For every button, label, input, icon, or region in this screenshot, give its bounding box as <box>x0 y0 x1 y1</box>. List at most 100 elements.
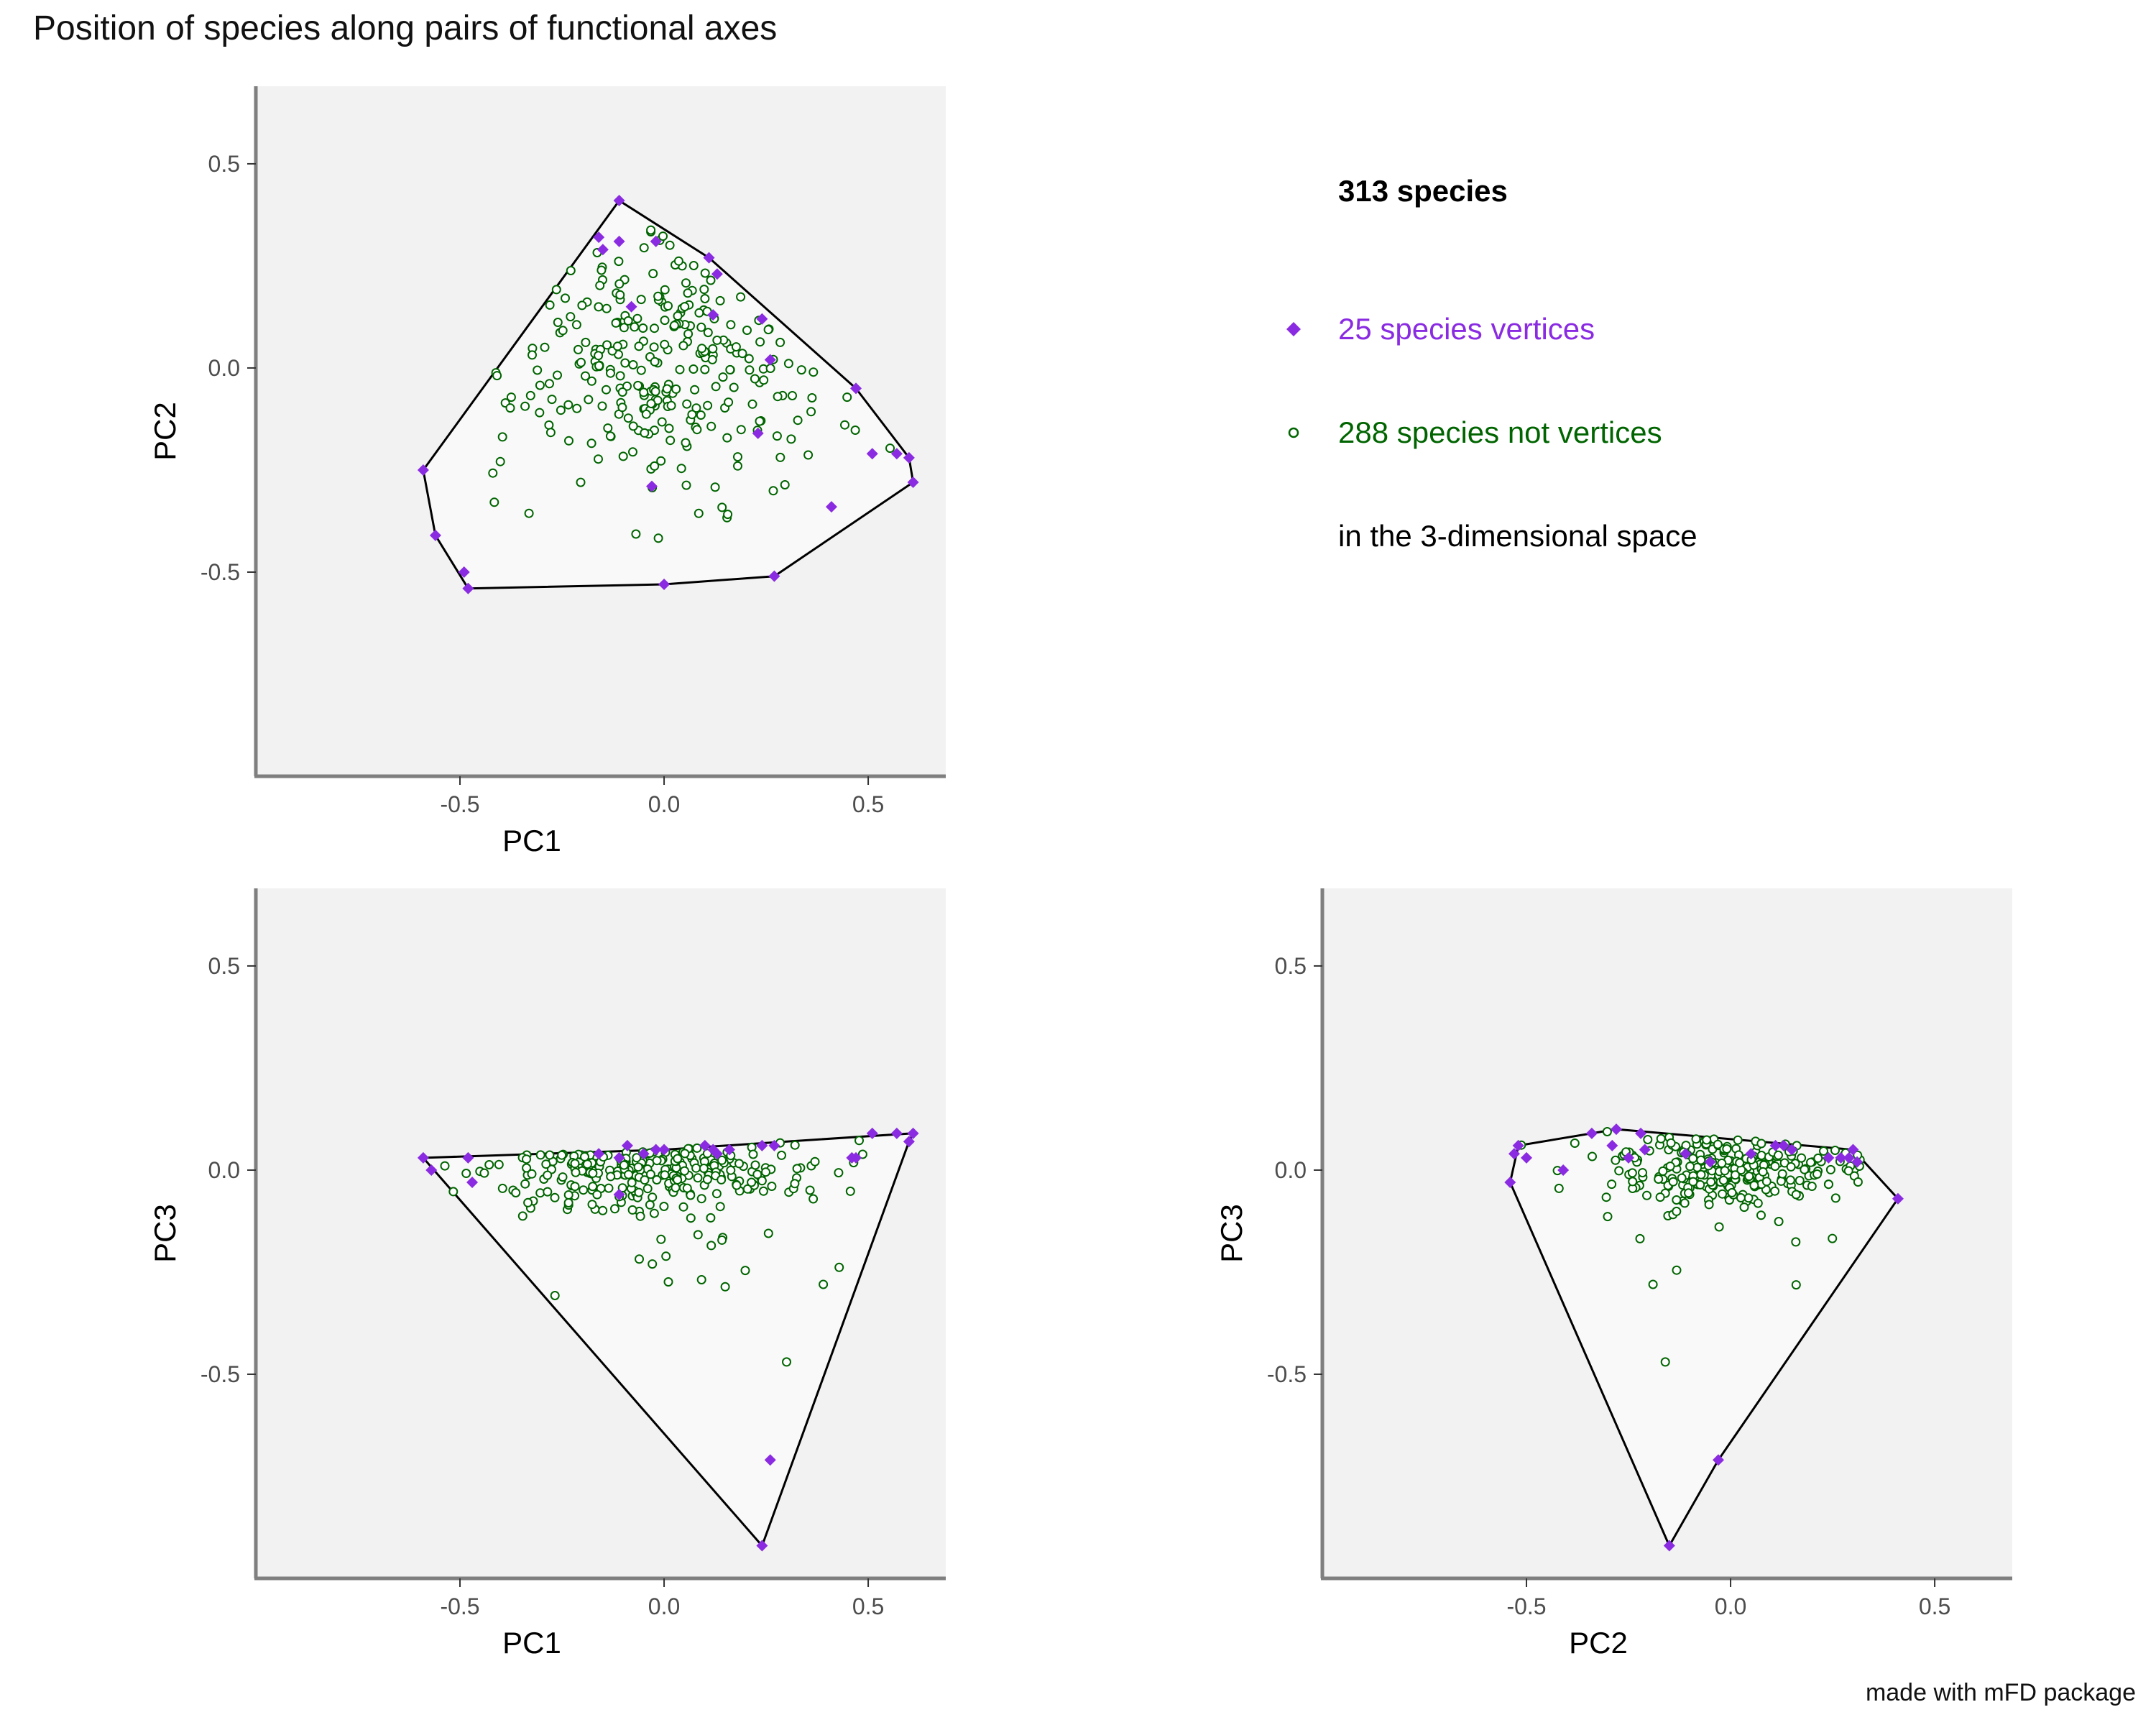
nonvertex-point <box>579 1185 589 1195</box>
nonvertex-point <box>678 341 688 351</box>
vertex-point <box>613 195 625 207</box>
vertex-point <box>890 1127 903 1139</box>
nonvertex-point <box>688 261 699 270</box>
nonvertex-point <box>544 420 554 430</box>
vertex-point <box>593 231 605 244</box>
nonvertex-point <box>648 269 658 279</box>
nonvertex-point <box>696 322 706 332</box>
nonvertex-point <box>688 364 699 374</box>
vertex-point <box>613 235 625 247</box>
nonvertex-point <box>461 1169 471 1178</box>
nonvertex-point <box>1607 1179 1617 1190</box>
nonvertex-point <box>642 1184 653 1194</box>
nonvertex-point <box>633 380 643 390</box>
nonvertex-point <box>632 1153 642 1163</box>
nonvertex-point <box>673 1175 683 1184</box>
nonvertex-point <box>577 300 587 310</box>
nonvertex-point <box>722 433 732 443</box>
nonvertex-point <box>1791 1190 1801 1200</box>
nonvertex-point <box>682 399 692 409</box>
nonvertex-point <box>440 1161 450 1171</box>
nonvertex-point <box>675 364 685 374</box>
nonvertex-point <box>628 421 638 431</box>
nonvertex-point <box>612 341 622 351</box>
vertex-point <box>1639 1144 1651 1156</box>
nonvertex-point <box>615 371 625 381</box>
nonvertex-point <box>646 399 656 408</box>
nonvertex-point <box>1668 1177 1678 1187</box>
nonvertex-point <box>563 400 573 410</box>
nonvertex-point <box>700 364 710 374</box>
x-axis-label: PC1 <box>502 1626 561 1660</box>
nonvertex-point <box>1706 1177 1716 1187</box>
nonvertex-point <box>885 443 895 454</box>
x-tick-label: 0.0 <box>1715 1593 1746 1619</box>
nonvertex-point <box>681 480 691 490</box>
nonvertex-point <box>517 1211 528 1221</box>
nonvertex-point <box>691 403 701 413</box>
nonvertex-point <box>717 1174 727 1184</box>
nonvertex-point <box>594 351 604 361</box>
nonvertex-point <box>497 1183 507 1193</box>
nonvertex-point <box>729 382 739 392</box>
vertex-point <box>458 566 470 578</box>
nonvertex-point <box>706 275 716 285</box>
nonvertex-point <box>1743 1193 1754 1203</box>
vertex-point <box>658 1144 671 1156</box>
nonvertex-point <box>582 1159 592 1169</box>
nonvertex-point <box>494 1159 504 1169</box>
vertex-point <box>1610 1123 1622 1136</box>
nonvertex-point <box>624 1169 634 1179</box>
vertex-point <box>764 1454 776 1466</box>
nonvertex-point <box>775 452 786 462</box>
nonvertex-point <box>854 1136 864 1146</box>
nonvertex-point <box>1654 1174 1664 1184</box>
nonvertex-point <box>588 1168 598 1178</box>
nonvertex-point <box>630 322 640 332</box>
vertex-point <box>711 1148 723 1160</box>
nonvertex-point <box>1806 1157 1815 1167</box>
vertex-point <box>707 309 719 321</box>
nonvertex-point <box>619 323 629 333</box>
nonvertex-point <box>660 285 670 295</box>
nonvertex-point <box>627 1177 637 1187</box>
nonvertex-point <box>1736 1193 1746 1202</box>
nonvertex-point <box>522 1154 531 1164</box>
nonvertex-point <box>545 428 556 438</box>
nonvertex-point <box>666 400 676 410</box>
vertex-point <box>752 427 764 439</box>
nonvertex-point <box>1672 1265 1682 1275</box>
nonvertex-point <box>581 337 591 347</box>
nonvertex-point <box>1797 1153 1807 1163</box>
nonvertex-point <box>731 342 741 352</box>
nonvertex-point <box>703 328 713 338</box>
nonvertex-point <box>492 371 502 381</box>
nonvertex-point <box>808 367 819 377</box>
nonvertex-point <box>696 410 706 420</box>
vertex-point <box>429 529 441 541</box>
nonvertex-point <box>768 486 778 496</box>
nonvertex-point <box>596 265 607 275</box>
nonvertex-point <box>1611 1155 1621 1165</box>
nonvertex-point <box>545 379 554 389</box>
x-tick-label: 0.0 <box>648 791 680 817</box>
nonvertex-point <box>1830 1146 1840 1155</box>
convex-hull <box>1508 1128 1899 1547</box>
nonvertex-point <box>660 316 670 326</box>
nonvertex-point <box>1819 1146 1828 1156</box>
nonvertex-point <box>717 1155 727 1165</box>
nonvertex-point <box>834 1168 844 1178</box>
nonvertex-point <box>543 1170 553 1180</box>
nonvertex-point <box>506 392 516 402</box>
nonvertex-point <box>649 342 659 352</box>
nonvertex-point <box>1717 1158 1727 1168</box>
x-tick-label: -0.5 <box>440 1593 479 1619</box>
nonvertex-point <box>639 243 649 253</box>
nonvertex-point <box>1756 1210 1766 1220</box>
nonvertex-point <box>628 447 637 457</box>
nonvertex-point <box>497 432 507 442</box>
nonvertex-point <box>558 1172 568 1182</box>
nonvertex-point <box>592 1190 602 1200</box>
nonvertex-point <box>594 454 603 464</box>
nonvertex-point <box>660 339 670 349</box>
